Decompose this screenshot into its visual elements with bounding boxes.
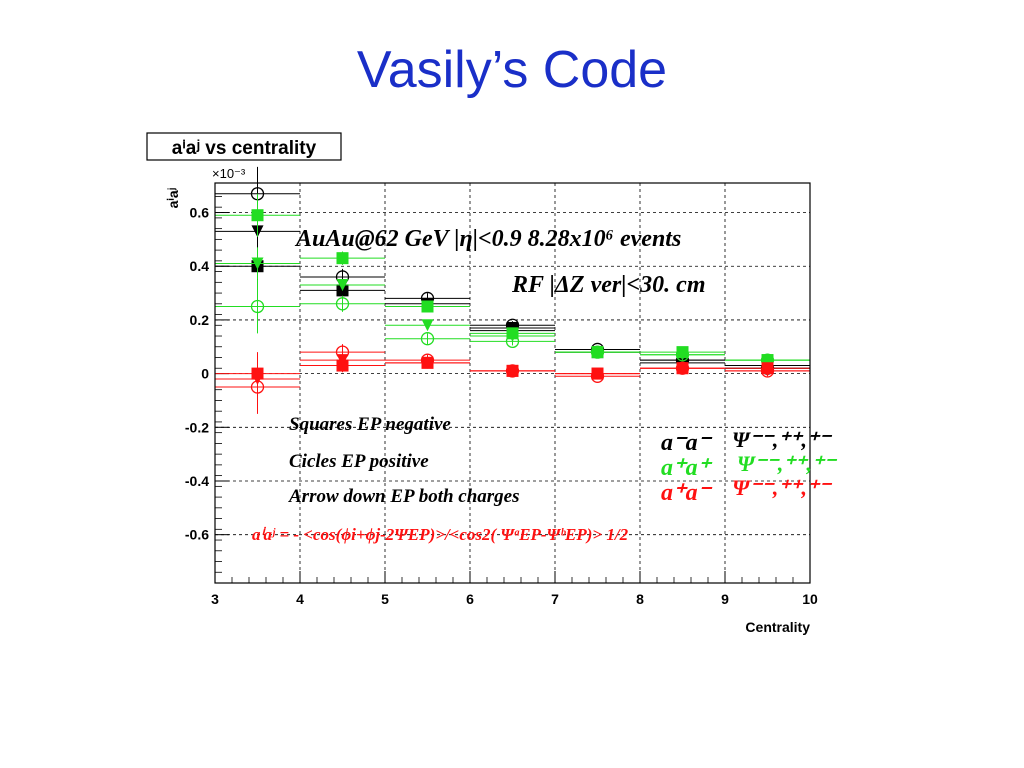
data-point-triangle bbox=[336, 279, 349, 292]
y-multiplier: ×10⁻³ bbox=[212, 166, 246, 181]
x-tick-label: 3 bbox=[211, 591, 219, 607]
x-tick-label: 5 bbox=[381, 591, 389, 607]
data-point-square bbox=[421, 300, 434, 313]
squares-note: Squares EP negative bbox=[289, 414, 451, 435]
data-point-triangle bbox=[676, 348, 689, 361]
y-axis-label: aⁱaʲ bbox=[165, 187, 181, 208]
header-line2: RF |ΔZ ver|<30. cm bbox=[511, 272, 706, 298]
legend-psi-pm: Ψ⁻⁻,⁺⁺,⁺⁻ bbox=[732, 475, 833, 500]
legend: a⁻a⁻ Ψ⁻⁻,⁺⁺,⁺⁻ a⁺a⁺ Ψ⁻⁻,⁺⁺,⁺⁻ a⁺a⁻ Ψ⁻⁻,⁺… bbox=[661, 427, 838, 506]
plot-frame bbox=[214, 182, 811, 584]
data-point-square bbox=[336, 252, 349, 265]
chart-title: aⁱaʲ vs centrality bbox=[172, 138, 317, 159]
data-point-triangle bbox=[251, 372, 264, 385]
data-point-triangle bbox=[761, 364, 774, 377]
y-tick-label: 0.6 bbox=[190, 205, 210, 221]
data-point-triangle bbox=[761, 354, 774, 367]
y-tick-label: 0.2 bbox=[190, 312, 210, 328]
data-point-triangle bbox=[251, 257, 264, 270]
data-point-triangle bbox=[506, 330, 519, 343]
data-point-triangle bbox=[591, 346, 604, 359]
legend-psi-mm: Ψ⁻⁻,⁺⁺,⁺⁻ bbox=[732, 427, 833, 452]
series-a+a+-both bbox=[215, 247, 810, 367]
data-series bbox=[215, 166, 810, 414]
y-tick-label: 0.4 bbox=[190, 258, 210, 274]
legend-psi-pp: Ψ⁻⁻,⁺⁺,⁺⁻ bbox=[737, 451, 838, 476]
y-tick-label: -0.2 bbox=[185, 419, 209, 435]
x-tick-label: 6 bbox=[466, 591, 474, 607]
x-tick-label: 8 bbox=[636, 591, 644, 607]
x-tick-label: 4 bbox=[296, 591, 304, 607]
legend-label-pp: a⁺a⁺ bbox=[661, 455, 713, 481]
data-point-triangle bbox=[506, 364, 519, 377]
data-point-triangle bbox=[421, 319, 434, 332]
legend-label-mm: a⁻a⁻ bbox=[661, 430, 713, 456]
data-point-triangle bbox=[336, 354, 349, 367]
chart-title-box: aⁱaʲ vs centrality bbox=[146, 132, 342, 161]
data-point-circle bbox=[335, 297, 350, 311]
circles-note: Cicles EP positive bbox=[289, 451, 429, 472]
x-tick-label: 9 bbox=[721, 591, 729, 607]
y-tick-label: -0.6 bbox=[185, 527, 209, 543]
arrows-note: Arrow down EP both charges bbox=[288, 486, 520, 507]
x-axis-label: Centrality bbox=[745, 619, 810, 635]
formula: aⁱaʲ = - <cos(ϕi+ϕj-2ΨEP)>/<cos2( ΨᵃEP-Ψ… bbox=[252, 525, 629, 544]
data-point-square bbox=[251, 209, 264, 222]
data-point-triangle bbox=[676, 362, 689, 375]
data-point-circle bbox=[420, 332, 435, 346]
data-point-circle bbox=[250, 299, 265, 314]
y-tick-label: -0.4 bbox=[185, 473, 209, 489]
data-point-triangle bbox=[591, 367, 604, 380]
y-tick-label: 0 bbox=[201, 366, 209, 382]
slide-title: Vasily’s Code bbox=[356, 41, 668, 99]
data-point-triangle bbox=[421, 356, 434, 369]
x-tick-label: 7 bbox=[551, 591, 559, 607]
x-tick-label: 10 bbox=[802, 591, 818, 607]
grid bbox=[215, 183, 810, 583]
header-line1: AuAu@62 GeV |η|<0.9 8.28x10⁶ events bbox=[294, 226, 681, 252]
series-a+a--both bbox=[215, 354, 810, 396]
axis-ticks: 3 4 5 6 7 8 9 10 0.6 0.4 0.2 0 -0.2 -0.4 -0.6 bbox=[185, 196, 818, 607]
legend-label-pm: a⁺a⁻ bbox=[661, 480, 713, 506]
